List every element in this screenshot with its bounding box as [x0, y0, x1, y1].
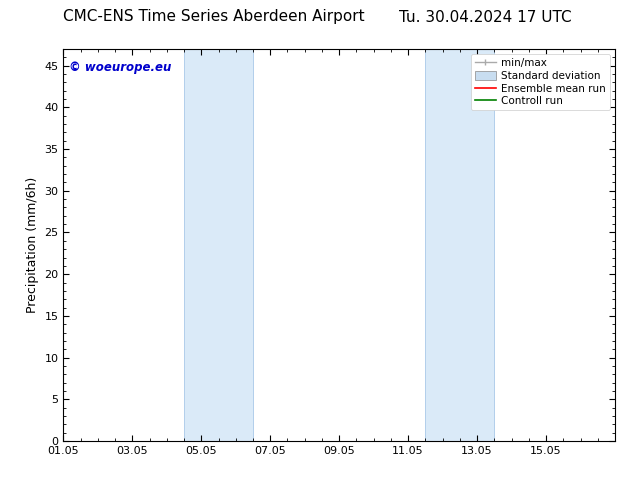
Bar: [425, 49, 495, 441]
Text: CMC-ENS Time Series Aberdeen Airport: CMC-ENS Time Series Aberdeen Airport: [63, 9, 365, 24]
Text: © woeurope.eu: © woeurope.eu: [69, 61, 171, 74]
Bar: [184, 49, 253, 441]
Legend: min/max, Standard deviation, Ensemble mean run, Controll run: min/max, Standard deviation, Ensemble me…: [470, 54, 610, 110]
Text: Tu. 30.04.2024 17 UTC: Tu. 30.04.2024 17 UTC: [399, 9, 572, 24]
Y-axis label: Precipitation (mm/6h): Precipitation (mm/6h): [26, 177, 39, 313]
